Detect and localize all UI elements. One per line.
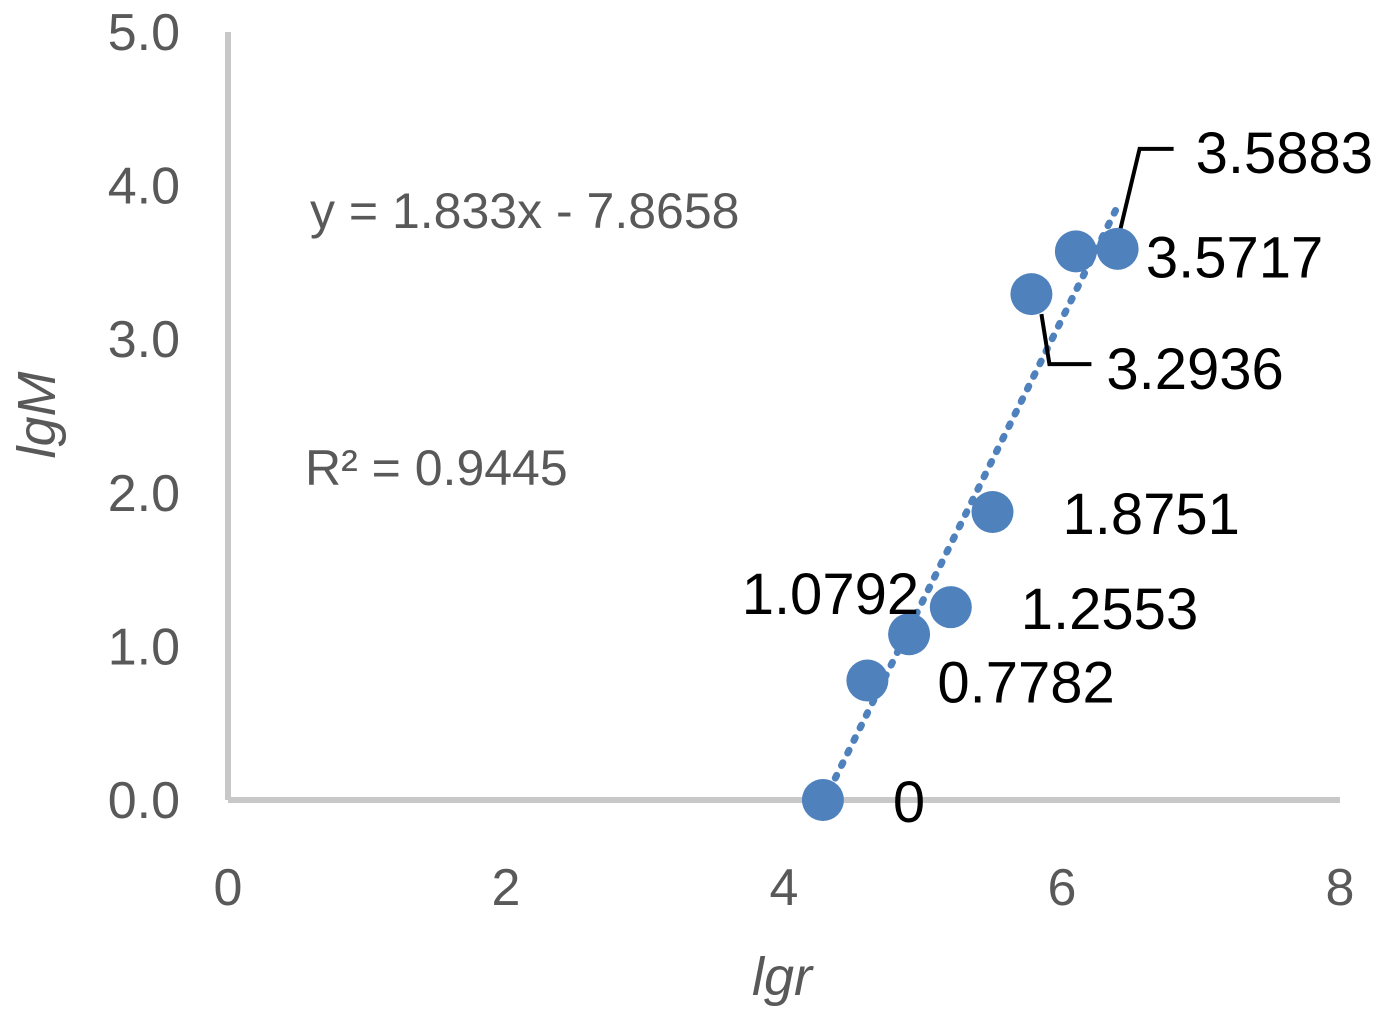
y-axis-title: lgM bbox=[7, 371, 67, 458]
y-tick-label: 3.0 bbox=[108, 311, 180, 369]
y-tick-label: 5.0 bbox=[108, 4, 180, 62]
data-point bbox=[1096, 227, 1139, 270]
data-label: 3.2936 bbox=[1106, 337, 1283, 402]
y-tick-labels: 0.0 1.0 2.0 3.0 4.0 5.0 bbox=[108, 4, 180, 830]
y-tick-label: 2.0 bbox=[108, 465, 180, 523]
x-axis-title: lgr bbox=[752, 947, 814, 1007]
data-point bbox=[929, 586, 972, 629]
data-point bbox=[971, 490, 1014, 533]
x-tick-label: 2 bbox=[492, 859, 521, 917]
y-tick-label: 0.0 bbox=[108, 772, 180, 830]
trendline-equation: y = 1.833x - 7.8658 bbox=[310, 183, 739, 239]
x-tick-label: 4 bbox=[770, 859, 799, 917]
data-point bbox=[801, 779, 844, 821]
leader-line bbox=[1115, 146, 1174, 242]
leader-line bbox=[1039, 313, 1092, 367]
leader-lines bbox=[1039, 146, 1174, 367]
data-label: 3.5717 bbox=[1146, 225, 1323, 290]
trendline bbox=[819, 202, 1122, 807]
data-points bbox=[801, 227, 1139, 821]
data-labels: 00.7782 1.0792 1.2553 1.8751 3.2936 3.5717 3.5… bbox=[742, 121, 1373, 835]
data-point bbox=[1054, 230, 1097, 273]
y-tick-label: 1.0 bbox=[108, 618, 180, 676]
data-point bbox=[1010, 273, 1053, 316]
data-label: 3.5883 bbox=[1196, 121, 1373, 186]
x-tick-label: 0 bbox=[214, 859, 243, 917]
y-tick-label: 4.0 bbox=[108, 158, 180, 216]
data-label: 1.2553 bbox=[1021, 577, 1198, 642]
trendline-path bbox=[819, 202, 1122, 807]
data-label: 0.7782 bbox=[937, 650, 1114, 715]
data-point bbox=[888, 613, 931, 656]
x-tick-labels: 0 2 4 6 8 bbox=[214, 859, 1355, 917]
data-label: 1.8751 bbox=[1063, 482, 1240, 547]
data-label: 0 bbox=[893, 770, 925, 835]
data-label: 1.0792 bbox=[742, 562, 919, 627]
x-tick-label: 8 bbox=[1326, 859, 1355, 917]
trendline-r-squared: R² = 0.9445 bbox=[305, 440, 568, 496]
x-tick-label: 6 bbox=[1048, 859, 1077, 917]
data-point bbox=[846, 659, 889, 702]
